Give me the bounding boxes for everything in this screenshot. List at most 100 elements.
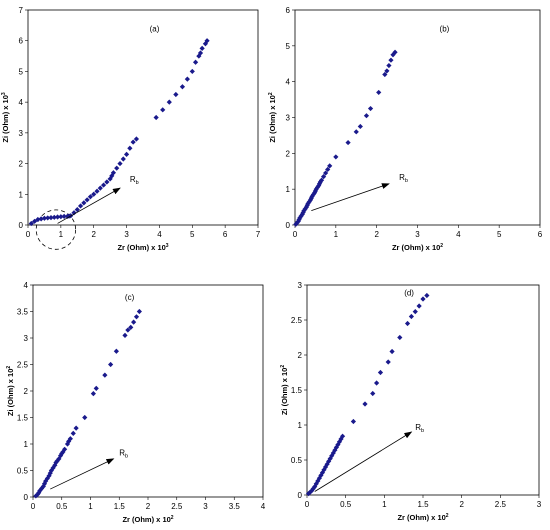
y-tick-label: 2	[286, 149, 291, 158]
x-tick-label: 1	[88, 502, 93, 511]
data-point	[66, 438, 72, 444]
data-point	[320, 174, 327, 180]
panel-label: (b)	[440, 25, 450, 34]
data-point	[73, 425, 79, 431]
data-point	[87, 194, 94, 200]
data-point	[332, 447, 338, 453]
x-tick-label: 4	[157, 230, 162, 239]
data-point	[408, 313, 414, 320]
x-tick-label: 2.5	[171, 502, 183, 511]
data-point	[350, 418, 356, 425]
data-point	[110, 170, 117, 176]
data-point	[136, 308, 142, 315]
data-point	[38, 216, 44, 222]
data-point	[44, 475, 50, 482]
data-point	[384, 68, 390, 74]
y-tick-label: 0	[286, 221, 291, 230]
data-point	[345, 139, 351, 146]
y-tick-label: 2.5	[291, 316, 303, 325]
y-tick-label: 0	[19, 221, 24, 230]
data-point	[90, 391, 96, 397]
y-tick-label: 5	[19, 67, 24, 76]
rb-label: Rb	[415, 423, 424, 434]
data-point	[36, 490, 42, 496]
data-point	[67, 436, 73, 442]
data-point	[184, 76, 190, 82]
x-tick-label: 0	[305, 500, 310, 509]
data-point	[392, 49, 398, 55]
x-tick-label: 2	[91, 230, 96, 239]
data-point	[45, 215, 51, 221]
data-point	[37, 488, 43, 494]
x-tick-label: 5	[190, 230, 195, 239]
data-point	[385, 359, 391, 365]
data-point	[416, 303, 422, 309]
rb-arrow	[57, 187, 121, 224]
y-tick-label: 1	[298, 421, 303, 430]
y-tick-label: 1.5	[291, 386, 303, 395]
data-point	[131, 319, 137, 325]
data-point	[61, 213, 67, 219]
data-point	[173, 91, 179, 98]
data-point	[113, 348, 119, 354]
data-point	[108, 361, 114, 368]
data-point	[389, 348, 395, 355]
x-axis-label: Zr (Ohm) x 102	[397, 513, 448, 522]
y-tick-label: 6	[286, 6, 291, 15]
data-point	[412, 309, 418, 315]
data-point	[376, 89, 382, 96]
y-tick-label: 3	[286, 114, 291, 123]
data-point	[28, 220, 34, 227]
plot-frame	[306, 284, 540, 496]
y-tick-label: 1	[19, 190, 24, 199]
data-point	[377, 369, 384, 376]
chart-panel-1: 0 1 2 3 4 5 6 7 0 1 2 3 4 5 6 7 Zr (Ohm) x 103 Zi (Ohm) x…	[1, 6, 261, 252]
data-point	[305, 491, 312, 497]
data-point	[363, 113, 370, 119]
data-point	[362, 401, 368, 407]
chart-panel-4: 0 0.5 1 1.5 2 2.5 3 0 0.5 1 1.5 2 2.5 3 Zr (Ohm) x 102…	[280, 281, 542, 522]
data-point	[56, 456, 62, 462]
data-point	[54, 214, 61, 220]
y-tick-label: 6	[19, 37, 24, 46]
data-point	[303, 204, 310, 210]
data-point	[81, 200, 87, 206]
x-tick-label: 2	[374, 230, 379, 239]
data-point	[321, 467, 327, 473]
y-tick-label: 3.5	[17, 308, 29, 317]
plot-frame	[32, 284, 264, 498]
data-point	[43, 478, 49, 484]
data-point	[77, 203, 84, 209]
data-point	[50, 465, 56, 471]
y-axis-label: Zi (Ohm) x 102	[6, 366, 15, 417]
data-point	[329, 453, 335, 459]
x-tick-label: 0	[26, 230, 31, 239]
data-point	[123, 151, 130, 157]
data-point	[160, 107, 166, 113]
data-point	[82, 414, 88, 421]
rb-arrow	[50, 458, 115, 490]
data-point	[133, 314, 140, 320]
x-tick-label: 4	[456, 230, 461, 239]
y-tick-label: 3	[298, 281, 303, 290]
data-point	[333, 154, 339, 160]
data-point	[335, 442, 341, 448]
data-point	[130, 139, 136, 145]
panel-label: (c)	[125, 293, 135, 302]
data-point	[102, 372, 108, 378]
data-point	[370, 390, 376, 397]
data-point	[404, 320, 411, 327]
data-point	[326, 458, 332, 464]
data-point	[397, 334, 403, 341]
plot-frame	[27, 9, 259, 226]
chart-panel-2: 0 1 2 3 4 5 6 0 1 2 3 4 5 6 Zr (Ohm) x 102 Zi (Ohm) x 1…	[268, 6, 543, 252]
data-point	[179, 84, 186, 90]
panel-label: (d)	[404, 289, 414, 298]
rb-arrow	[314, 431, 413, 492]
rb-label: Rb	[130, 175, 139, 186]
data-point	[204, 38, 210, 44]
y-tick-label: 2	[19, 160, 24, 169]
x-tick-label: 7	[256, 230, 261, 239]
data-point	[117, 160, 123, 167]
data-point	[104, 179, 110, 185]
